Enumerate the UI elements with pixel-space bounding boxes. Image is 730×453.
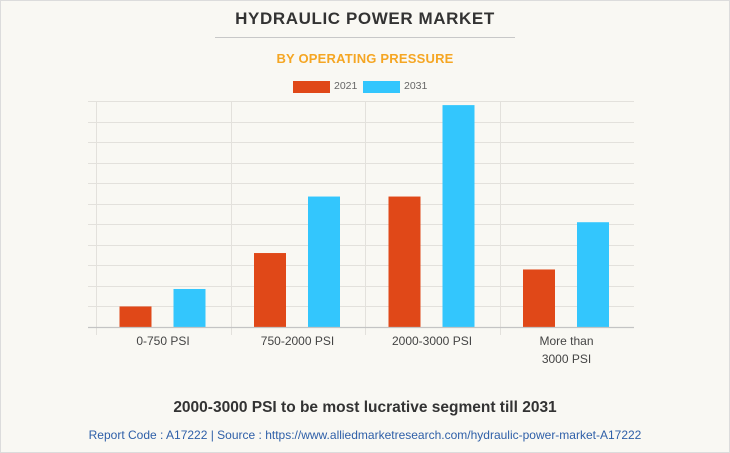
insight-caption: 2000-3000 PSI to be most lucrative segme…	[173, 399, 557, 416]
bar-2021-1	[254, 253, 286, 327]
bar-2031-0	[173, 288, 206, 327]
legend-swatch-2021	[293, 81, 330, 93]
legend-label-2031: 2031	[404, 80, 428, 92]
x-tick-label-line: More than	[539, 334, 594, 348]
legend-swatch-2031	[363, 81, 400, 93]
x-tick-label: 2000-3000 PSI	[365, 333, 499, 349]
title-divider	[215, 37, 515, 38]
x-tick-label-line: 750-2000 PSI	[260, 334, 335, 348]
legend-label-2021: 2021	[334, 80, 358, 92]
bar-2021-2	[388, 196, 421, 327]
source-footer: Report Code : A17222 | Source : https://…	[88, 428, 642, 442]
x-tick-label: 750-2000 PSI	[231, 333, 365, 349]
x-tick-label-line: 0-750 PSI	[136, 334, 190, 348]
chart-title: HYDRAULIC POWER MARKET	[235, 9, 495, 28]
x-tick-label-line: 2000-3000 PSI	[391, 334, 473, 348]
bar-2021-0	[119, 306, 152, 327]
bar-2021-3	[523, 269, 555, 327]
x-tick-label-line: 3000 PSI	[541, 352, 592, 366]
chart-subtitle: BY OPERATING PRESSURE	[276, 51, 454, 66]
x-tick-label: More than 3000 PSI	[500, 333, 634, 367]
bar-2031-2	[442, 105, 475, 327]
bar-2031-1	[308, 196, 340, 327]
x-tick-label: 0-750 PSI	[96, 333, 230, 349]
bar-2031-3	[577, 222, 609, 327]
